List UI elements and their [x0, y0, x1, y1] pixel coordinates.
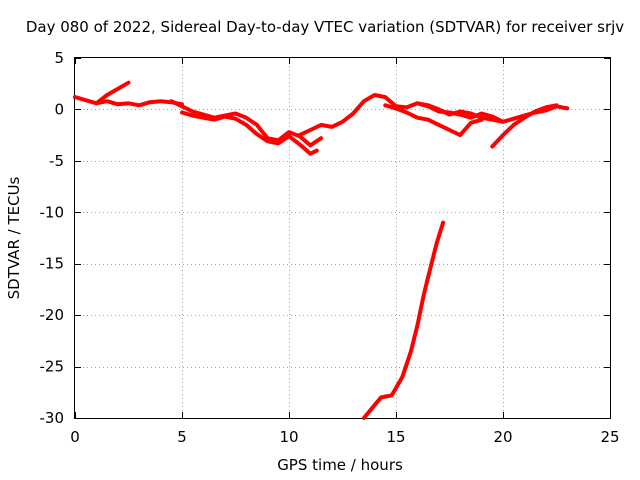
x-tick-label: 15 [386, 428, 405, 446]
series-arc-a [73, 95, 184, 108]
ticks-layer: 0 5 10 15 20 25 5 0 -5 -10 -15 -20 -25 -30 [40, 49, 620, 446]
y-tick-label: -25 [40, 358, 65, 376]
grid-layer [75, 58, 610, 418]
chart-title: Day 080 of 2022, Sidereal Day-to-day VTE… [26, 18, 624, 36]
x-tick-label: 20 [493, 428, 512, 446]
series-arc-g [415, 101, 505, 124]
x-tick-label: 10 [279, 428, 298, 446]
y-tick-label: -5 [49, 152, 64, 170]
y-tick-label: 0 [54, 100, 64, 118]
series-arc-d [180, 110, 319, 156]
series-arc-h [490, 103, 559, 149]
y-tick-label: -20 [40, 306, 65, 324]
plot-frame [74, 57, 611, 419]
series-arc-i [361, 220, 446, 420]
x-axis-label: GPS time / hours [277, 456, 403, 474]
y-tick-label: -30 [40, 409, 65, 427]
series-arc-f [383, 103, 484, 138]
x-tick-label: 0 [70, 428, 80, 446]
series-arc-c [169, 99, 324, 148]
series-layer [73, 80, 570, 420]
y-axis-label: SDTVAR / TECUs [5, 176, 23, 299]
x-tick-label: 25 [600, 428, 619, 446]
x-tick-label: 5 [177, 428, 187, 446]
y-tick-label: -10 [40, 203, 65, 221]
y-tick-label: 5 [54, 49, 64, 67]
series-arc-b [94, 80, 131, 106]
y-tick-label: -15 [40, 255, 65, 273]
